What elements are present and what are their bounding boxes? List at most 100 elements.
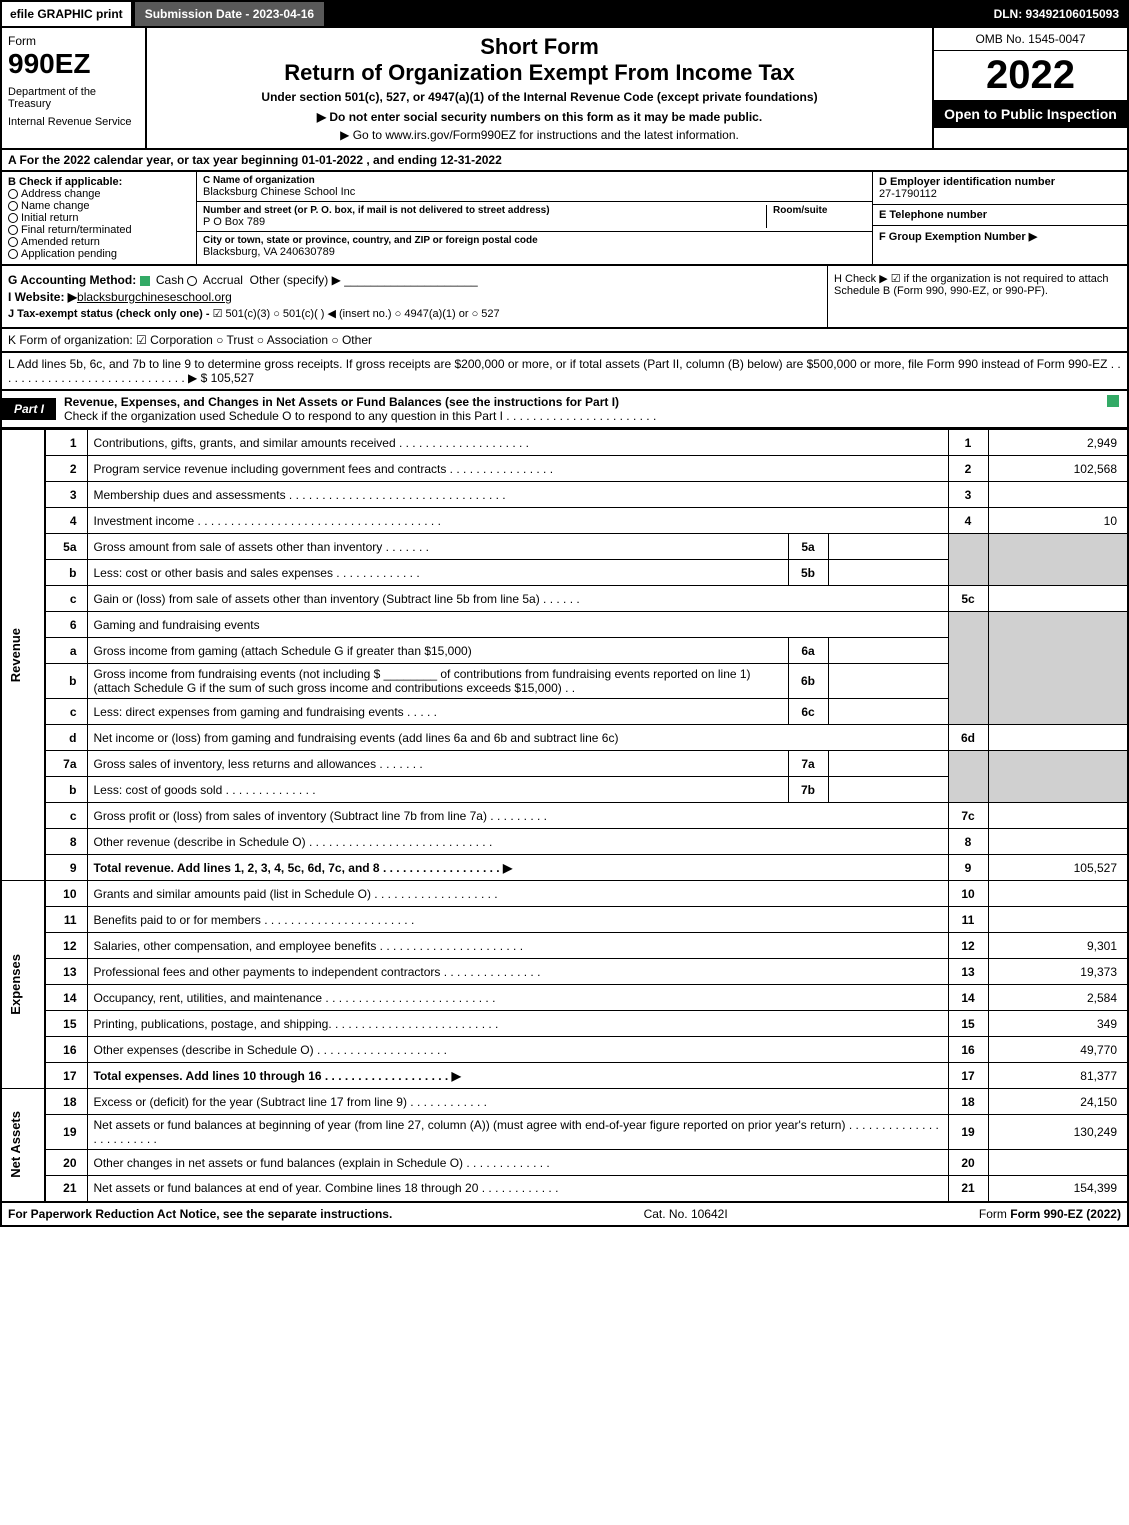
row-1: Revenue 1 Contributions, gifts, grants, … (1, 430, 1128, 456)
org-name-label: C Name of organization (203, 175, 866, 186)
chk-accrual[interactable] (187, 276, 197, 286)
amt-9: 105,527 (988, 855, 1128, 881)
part1-header: Part I Revenue, Expenses, and Changes in… (0, 391, 1129, 429)
amt-14: 2,584 (988, 985, 1128, 1011)
street-value: P O Box 789 (203, 216, 766, 228)
row-19: 19Net assets or fund balances at beginni… (1, 1115, 1128, 1150)
row-13: 13Professional fees and other payments t… (1, 959, 1128, 985)
row-6d: dNet income or (loss) from gaming and fu… (1, 725, 1128, 751)
cat-number: Cat. No. 10642I (644, 1207, 728, 1221)
amt-15: 349 (988, 1011, 1128, 1037)
group-cell: F Group Exemption Number ▶ (873, 226, 1127, 247)
chk-application-pending[interactable]: Application pending (8, 248, 190, 260)
chk-initial-return[interactable]: Initial return (8, 212, 190, 224)
chk-amended-return[interactable]: Amended return (8, 236, 190, 248)
column-c-org: C Name of organization Blacksburg Chines… (197, 172, 872, 264)
ein-value: 27-1790112 (879, 188, 1121, 200)
column-d-ein: D Employer identification number 27-1790… (872, 172, 1127, 264)
amt-21: 154,399 (988, 1176, 1128, 1202)
row-9: 9Total revenue. Add lines 1, 2, 3, 4, 5c… (1, 855, 1128, 881)
form-label: Form (8, 34, 139, 48)
form-number: 990EZ (8, 48, 139, 80)
dept-treasury: Department of the Treasury (8, 86, 139, 110)
row-5c: cGain or (loss) from sale of assets othe… (1, 586, 1128, 612)
instructions-link[interactable]: ▶ Go to www.irs.gov/Form990EZ for instru… (155, 128, 924, 142)
row-2: 2Program service revenue including gover… (1, 456, 1128, 482)
ein-label: D Employer identification number (879, 176, 1121, 188)
row-18: Net Assets 18Excess or (deficit) for the… (1, 1089, 1128, 1115)
accounting-block: G Accounting Method: Cash Accrual Other … (0, 266, 1129, 329)
line-k: K Form of organization: ☑ Corporation ○ … (0, 329, 1129, 353)
year-block: OMB No. 1545-0047 2022 Open to Public In… (932, 28, 1127, 148)
row-7c: cGross profit or (loss) from sales of in… (1, 803, 1128, 829)
row-20: 20Other changes in net assets or fund ba… (1, 1150, 1128, 1176)
amt-1: 2,949 (988, 430, 1128, 456)
chk-final-return[interactable]: Final return/terminated (8, 224, 190, 236)
row-10: Expenses 10Grants and similar amounts pa… (1, 881, 1128, 907)
amt-12: 9,301 (988, 933, 1128, 959)
form-header: Form 990EZ Department of the Treasury In… (0, 28, 1129, 150)
group-label: F Group Exemption Number ▶ (879, 230, 1121, 243)
chk-cash[interactable] (140, 276, 150, 286)
row-4: 4Investment income . . . . . . . . . . .… (1, 508, 1128, 534)
expenses-side-label: Expenses (1, 881, 45, 1089)
irs-label: Internal Revenue Service (8, 116, 139, 128)
omb-number: OMB No. 1545-0047 (934, 28, 1127, 51)
amt-16: 49,770 (988, 1037, 1128, 1063)
city-value: Blacksburg, VA 240630789 (203, 246, 866, 258)
amt-2: 102,568 (988, 456, 1128, 482)
paperwork-notice: For Paperwork Reduction Act Notice, see … (8, 1207, 392, 1221)
amt-18: 24,150 (988, 1089, 1128, 1115)
ein-cell: D Employer identification number 27-1790… (873, 172, 1127, 205)
section-a-period: A For the 2022 calendar year, or tax yea… (0, 150, 1129, 172)
return-title: Return of Organization Exempt From Incom… (155, 60, 924, 86)
line-j: J Tax-exempt status (check only one) - ☑… (8, 307, 821, 320)
org-info-block: B Check if applicable: Address change Na… (0, 172, 1129, 266)
netassets-side-label: Net Assets (1, 1089, 45, 1202)
amt-17: 81,377 (988, 1063, 1128, 1089)
submission-date: Submission Date - 2023-04-16 (133, 0, 326, 28)
mid-left: G Accounting Method: Cash Accrual Other … (2, 266, 827, 327)
row-15: 15Printing, publications, postage, and s… (1, 1011, 1128, 1037)
top-bar: efile GRAPHIC print Submission Date - 20… (0, 0, 1129, 28)
row-3: 3Membership dues and assessments . . . .… (1, 482, 1128, 508)
b-header: B Check if applicable: (8, 176, 190, 188)
street-label: Number and street (or P. O. box, if mail… (203, 205, 766, 216)
part1-table: Revenue 1 Contributions, gifts, grants, … (0, 429, 1129, 1203)
row-17: 17Total expenses. Add lines 10 through 1… (1, 1063, 1128, 1089)
row-7a: 7aGross sales of inventory, less returns… (1, 751, 1128, 777)
phone-cell: E Telephone number (873, 205, 1127, 226)
part1-tab: Part I (2, 398, 56, 420)
line-h: H Check ▶ ☑ if the organization is not r… (827, 266, 1127, 327)
efile-print-button[interactable]: efile GRAPHIC print (0, 0, 133, 28)
room-label: Room/suite (773, 205, 866, 216)
form-title-block: Short Form Return of Organization Exempt… (147, 28, 932, 148)
amt-13: 19,373 (988, 959, 1128, 985)
org-name-row: C Name of organization Blacksburg Chines… (197, 172, 872, 202)
amt-19: 130,249 (988, 1115, 1128, 1150)
column-b-checkboxes: B Check if applicable: Address change Na… (2, 172, 197, 264)
city-row: City or town, state or province, country… (197, 232, 872, 261)
dln-number: DLN: 93492106015093 (984, 0, 1129, 28)
chk-address-change[interactable]: Address change (8, 188, 190, 200)
chk-name-change[interactable]: Name change (8, 200, 190, 212)
amt-4: 10 (988, 508, 1128, 534)
tax-year: 2022 (934, 51, 1127, 100)
row-12: 12Salaries, other compensation, and empl… (1, 933, 1128, 959)
row-8: 8Other revenue (describe in Schedule O) … (1, 829, 1128, 855)
city-label: City or town, state or province, country… (203, 235, 866, 246)
form-id-block: Form 990EZ Department of the Treasury In… (2, 28, 147, 148)
line-g: G Accounting Method: Cash Accrual Other … (8, 273, 821, 287)
row-16: 16Other expenses (describe in Schedule O… (1, 1037, 1128, 1063)
org-name: Blacksburg Chinese School Inc (203, 186, 866, 198)
part1-schedule-o-check[interactable] (1107, 395, 1119, 407)
part1-sub: Check if the organization used Schedule … (64, 409, 656, 423)
revenue-side-label: Revenue (1, 430, 45, 881)
page-footer: For Paperwork Reduction Act Notice, see … (0, 1203, 1129, 1227)
website-link[interactable]: blacksburgchineseschool.org (77, 290, 232, 304)
form-ref: Form Form 990-EZ (2022) (979, 1207, 1121, 1221)
street-row: Number and street (or P. O. box, if mail… (197, 202, 872, 232)
ssn-warning: ▶ Do not enter social security numbers o… (155, 110, 924, 124)
line-i: I Website: ▶blacksburgchineseschool.org (8, 290, 821, 304)
part1-title-row: Revenue, Expenses, and Changes in Net As… (56, 391, 1127, 427)
